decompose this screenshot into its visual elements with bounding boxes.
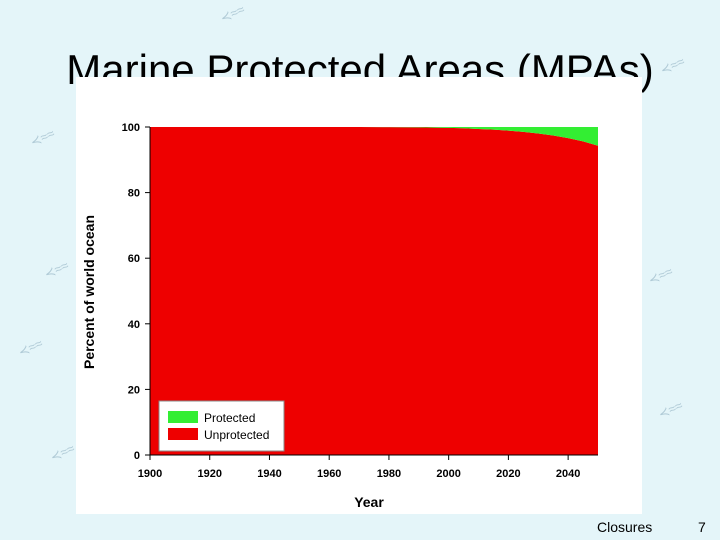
chart-panel: 0 20 40 60 80 100 1900 1920 1940 1960 1980 2000 2020… xyxy=(76,77,642,514)
legend-swatch-protected xyxy=(168,411,198,423)
x-axis-title: Year xyxy=(354,494,384,510)
x-tick-label: 1940 xyxy=(257,468,281,480)
fish-decoration-icon: ≺≈≈ xyxy=(41,257,71,282)
x-tick-label: 1920 xyxy=(197,468,221,480)
x-tick-label: 2020 xyxy=(496,468,520,480)
chart-legend: Protected Unprotected xyxy=(158,400,285,452)
x-tick-label: 1960 xyxy=(317,468,341,480)
x-tick-label: 2040 xyxy=(556,468,580,480)
y-tick-label: 60 xyxy=(128,253,140,265)
y-tick-label: 80 xyxy=(128,188,140,200)
y-tick-label: 0 xyxy=(134,450,140,462)
fish-decoration-icon: ≺≈≈ xyxy=(47,440,77,465)
y-tick-label: 100 xyxy=(122,122,140,134)
fish-decoration-icon: ≺≈≈ xyxy=(15,335,45,360)
fish-decoration-icon: ≺≈≈ xyxy=(655,397,685,422)
fish-decoration-icon: ≺≈≈ xyxy=(27,125,57,150)
x-tick-label: 1980 xyxy=(377,468,401,480)
legend-label-unprotected: Unprotected xyxy=(204,428,269,442)
legend-label-protected: Protected xyxy=(204,411,255,425)
y-axis-title: Percent of world ocean xyxy=(81,215,97,369)
legend-box xyxy=(158,400,285,452)
fish-decoration-icon: ≺≈≈ xyxy=(645,263,675,288)
legend-swatch-unprotected xyxy=(168,428,198,440)
page-number: 7 xyxy=(698,519,706,535)
y-tick-label: 40 xyxy=(128,319,140,331)
footer-label: Closures xyxy=(597,519,653,535)
x-tick-label: 2000 xyxy=(436,468,460,480)
fish-decoration-icon: ≺≈≈ xyxy=(217,1,247,26)
x-tick-label: 1900 xyxy=(138,468,162,480)
area-protected xyxy=(150,127,598,146)
y-tick-label: 20 xyxy=(128,384,140,396)
area-unprotected xyxy=(150,127,598,455)
